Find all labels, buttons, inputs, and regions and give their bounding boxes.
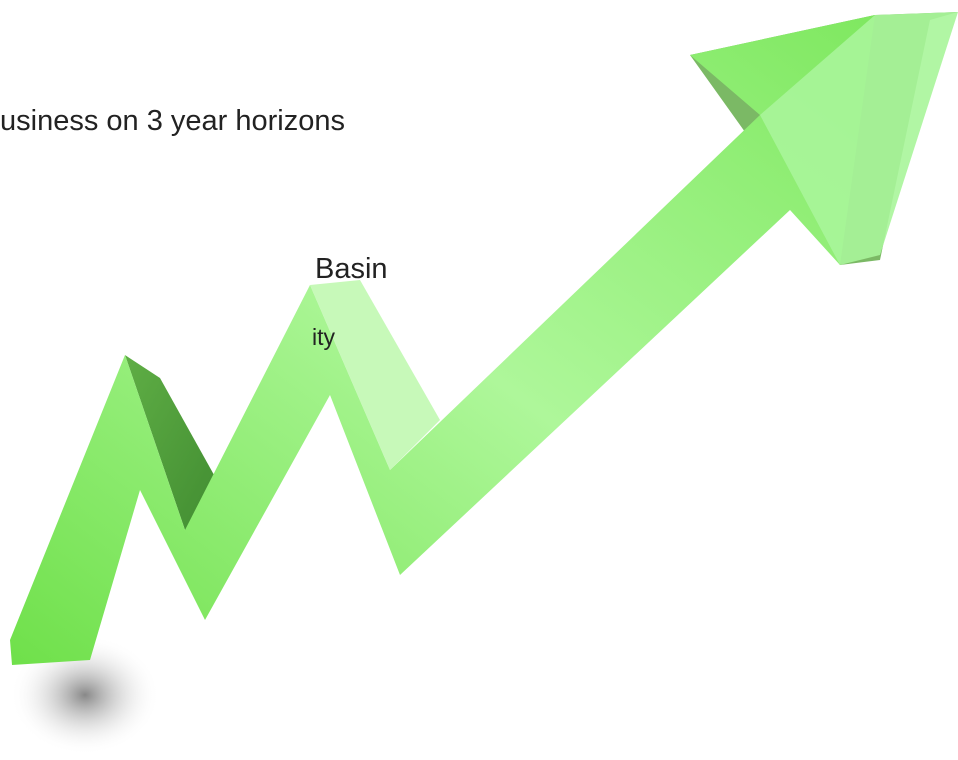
arrow-highlight bbox=[310, 280, 440, 470]
text-line: Basin bbox=[315, 253, 388, 285]
text-line: ity bbox=[312, 324, 336, 350]
arrow-side bbox=[125, 355, 228, 540]
text-line: usiness on 3 year horizons bbox=[0, 105, 345, 137]
arrow bbox=[10, 15, 875, 665]
arrow-head-face bbox=[760, 12, 958, 265]
arrow-shadow bbox=[10, 635, 160, 755]
